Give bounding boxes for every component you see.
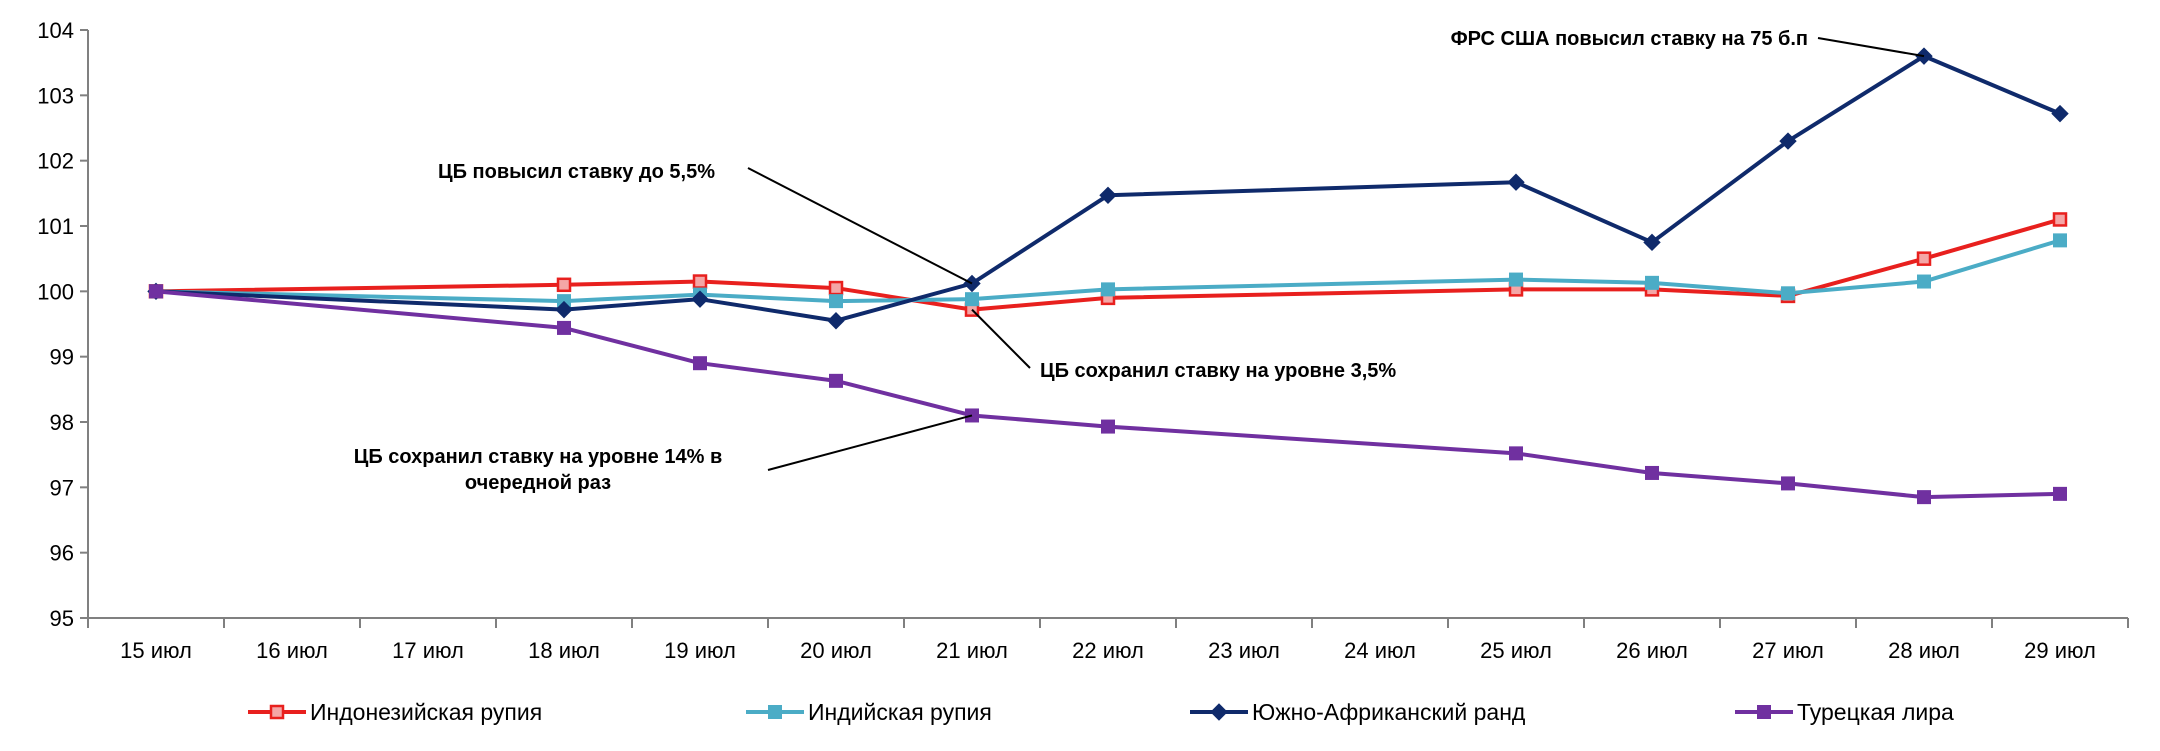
data-point xyxy=(829,373,843,388)
y-tick-label: 100 xyxy=(37,279,74,304)
data-point xyxy=(557,320,571,335)
data-point xyxy=(1779,132,1797,150)
y-tick-label: 97 xyxy=(50,475,74,500)
series-3 xyxy=(149,284,2067,505)
y-tick-label: 104 xyxy=(37,18,74,43)
x-tick-label: 26 июл xyxy=(1616,638,1688,663)
data-point xyxy=(1509,446,1523,461)
x-tick-label: 22 июл xyxy=(1072,638,1144,663)
x-tick-label: 16 июл xyxy=(256,638,328,663)
data-point xyxy=(555,300,573,319)
data-point xyxy=(1917,274,1931,289)
x-tick-label: 21 июл xyxy=(936,638,1008,663)
legend-marker xyxy=(269,704,285,720)
data-point xyxy=(1781,476,1795,491)
x-tick-label: 28 июл xyxy=(1888,638,1960,663)
x-tick-label: 19 июл xyxy=(664,638,736,663)
legend-marker xyxy=(1210,703,1228,721)
annotation-leader-line xyxy=(1817,37,1925,58)
data-point xyxy=(2053,486,2067,501)
y-tick-label: 99 xyxy=(50,345,74,370)
annotation-text: очередной раз xyxy=(465,472,611,494)
legend-item: Турецкая лира xyxy=(1735,699,1954,725)
x-tick-label: 29 июл xyxy=(2024,638,2096,663)
y-tick-label: 96 xyxy=(50,541,74,566)
legend-label: Турецкая лира xyxy=(1797,699,1954,725)
legend-label: Южно-Африканский ранд xyxy=(1252,699,1526,725)
x-tick-label: 20 июл xyxy=(800,638,872,663)
data-point xyxy=(828,280,844,296)
annotation-leader-line xyxy=(747,167,973,285)
data-point xyxy=(965,292,979,307)
annotation-text: ЦБ повысил ставку до 5,5% xyxy=(438,161,715,183)
data-point xyxy=(2051,104,2069,123)
x-tick-label: 17 июл xyxy=(392,638,464,663)
data-point xyxy=(1101,419,1115,434)
legend-item: Южно-Африканский ранд xyxy=(1190,699,1526,725)
data-point xyxy=(827,312,845,330)
x-tick-label: 23 июл xyxy=(1208,638,1280,663)
data-point xyxy=(1645,275,1659,290)
y-tick-label: 95 xyxy=(50,606,74,631)
x-tick-label: 15 июл xyxy=(120,638,192,663)
x-tick-label: 27 июл xyxy=(1752,638,1824,663)
data-point xyxy=(829,294,843,309)
y-tick-label: 103 xyxy=(37,83,74,108)
y-tick-label: 98 xyxy=(50,410,74,435)
x-tick-label: 25 июл xyxy=(1480,638,1552,663)
annotation-leader-line xyxy=(767,414,973,471)
data-point xyxy=(1645,465,1659,480)
data-point xyxy=(691,290,709,308)
data-point xyxy=(1099,186,1117,205)
data-point xyxy=(2052,212,2068,227)
legend-label: Индийская рупия xyxy=(808,699,992,725)
annotation-text: ФРС США повысил ставку на 75 б.п xyxy=(1451,28,1808,50)
data-point xyxy=(1507,173,1525,191)
legend-marker xyxy=(1757,705,1771,719)
series-0 xyxy=(148,212,2068,317)
x-tick-label: 24 июл xyxy=(1344,638,1416,663)
y-tick-label: 101 xyxy=(37,214,74,239)
legend-label: Индонезийская рупия xyxy=(310,699,542,725)
annotation-text: ЦБ сохранил ставку на уровне 3,5% xyxy=(1040,360,1396,382)
data-point xyxy=(1509,272,1523,287)
legend-item: Индонезийская рупия xyxy=(248,699,542,725)
data-point xyxy=(1916,251,1932,266)
data-point xyxy=(556,277,572,293)
data-point xyxy=(2053,233,2067,248)
data-point xyxy=(1781,286,1795,301)
y-tick-label: 102 xyxy=(37,149,74,174)
data-point xyxy=(1643,233,1661,252)
series-1 xyxy=(149,233,2067,309)
data-point xyxy=(149,284,163,299)
x-tick-label: 18 июл xyxy=(528,638,600,663)
data-point xyxy=(692,274,708,289)
data-point xyxy=(1101,282,1115,297)
data-point xyxy=(1917,490,1931,505)
data-point xyxy=(693,356,707,371)
annotation-leader-line xyxy=(971,308,1031,369)
annotation-text: ЦБ сохранил ставку на уровне 14% в xyxy=(354,446,723,468)
legend-item: Индийская рупия xyxy=(746,699,992,725)
legend-marker xyxy=(768,705,782,719)
